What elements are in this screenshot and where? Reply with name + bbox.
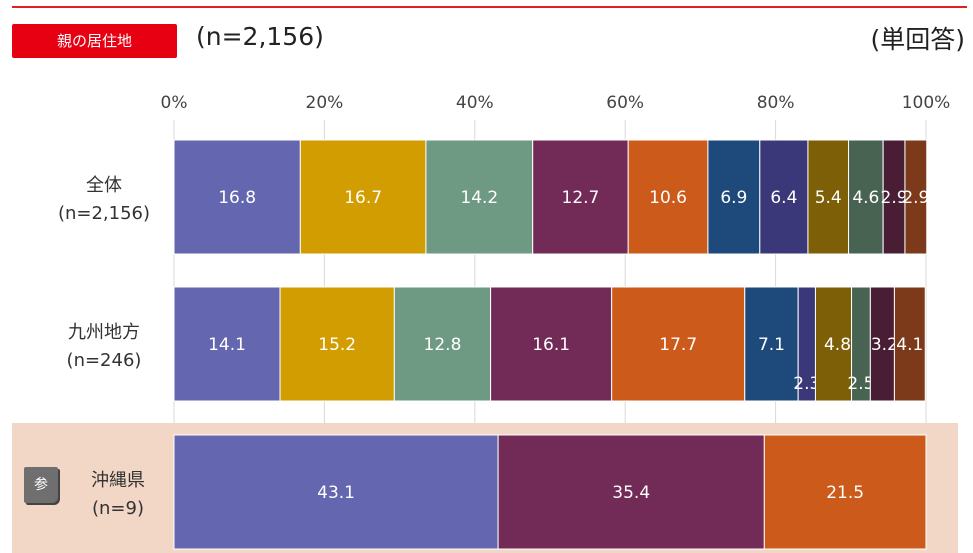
bar-segment bbox=[532, 139, 629, 255]
row-label: 全体 bbox=[86, 175, 122, 196]
bar-segment bbox=[497, 434, 765, 550]
bar-segment bbox=[869, 286, 895, 402]
data-label: 6.4 bbox=[770, 188, 797, 208]
answer-type-label: (単回答) bbox=[870, 25, 965, 54]
x-tick-label: 20% bbox=[306, 93, 344, 113]
row-label: 九州地方 bbox=[68, 322, 140, 343]
top-rule bbox=[12, 6, 967, 8]
row-sample-size: (n=2,156) bbox=[58, 203, 150, 224]
x-tick-label: 100% bbox=[902, 93, 951, 113]
data-label: 7.1 bbox=[758, 335, 785, 355]
data-label: 4.8 bbox=[824, 335, 851, 355]
bar-segment bbox=[425, 139, 534, 255]
bar-segment bbox=[744, 286, 799, 402]
bar-segment bbox=[759, 139, 809, 255]
bar-segment bbox=[707, 139, 761, 255]
x-tick-label: 80% bbox=[757, 93, 795, 113]
bar-segment bbox=[848, 139, 884, 255]
sample-size-label: (n=2,156) bbox=[196, 22, 324, 51]
reference-book-icon: 参 bbox=[24, 467, 58, 503]
data-label: 17.7 bbox=[659, 335, 697, 355]
data-label: 2.9 bbox=[881, 188, 908, 208]
row-sample-size: (n=246) bbox=[67, 350, 142, 371]
data-label: 14.1 bbox=[208, 335, 246, 355]
bar-segment bbox=[299, 139, 427, 255]
x-tick-label: 40% bbox=[456, 93, 494, 113]
data-label: 16.8 bbox=[218, 188, 256, 208]
bar-segment bbox=[904, 139, 928, 255]
x-tick-label: 0% bbox=[161, 93, 188, 113]
bar-segment bbox=[814, 286, 853, 402]
data-label: 3.2 bbox=[871, 335, 898, 355]
bar-segment bbox=[807, 139, 850, 255]
bar-segment bbox=[893, 286, 926, 402]
data-label: 21.5 bbox=[826, 483, 864, 503]
bar-segment bbox=[611, 286, 746, 402]
data-label: 2.3 bbox=[793, 374, 820, 394]
data-label: 14.2 bbox=[460, 188, 498, 208]
data-label: 4.6 bbox=[852, 188, 879, 208]
data-label: 12.8 bbox=[424, 335, 462, 355]
data-label: 16.7 bbox=[344, 188, 382, 208]
bar-segment bbox=[173, 139, 301, 255]
bar-segment bbox=[763, 434, 927, 550]
data-label: 5.4 bbox=[815, 188, 842, 208]
data-label: 2.9 bbox=[902, 188, 929, 208]
data-label: 16.1 bbox=[532, 335, 570, 355]
bar-segment bbox=[490, 286, 613, 402]
x-tick-label: 60% bbox=[606, 93, 644, 113]
parent-residence-tag: 親の居住地 bbox=[12, 24, 177, 58]
bar-segment bbox=[173, 286, 281, 402]
bar-segment bbox=[627, 139, 709, 255]
data-label: 15.2 bbox=[318, 335, 356, 355]
row-label: 沖縄県 bbox=[91, 470, 145, 491]
data-label: 35.4 bbox=[612, 483, 650, 503]
data-label: 12.7 bbox=[562, 188, 600, 208]
data-label: 2.5 bbox=[847, 374, 874, 394]
bar-segment bbox=[279, 286, 395, 402]
data-label: 43.1 bbox=[317, 483, 355, 503]
row-sample-size: (n=9) bbox=[92, 498, 144, 519]
data-label: 4.1 bbox=[896, 335, 923, 355]
data-label: 6.9 bbox=[720, 188, 747, 208]
data-label: 10.6 bbox=[649, 188, 687, 208]
